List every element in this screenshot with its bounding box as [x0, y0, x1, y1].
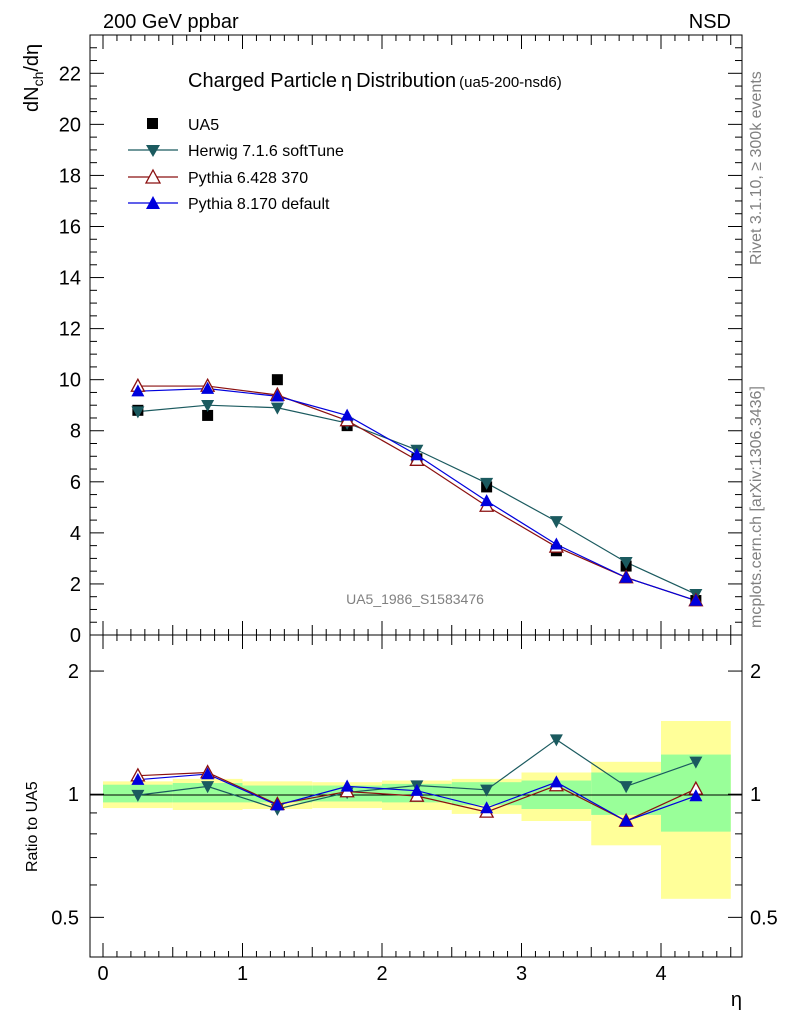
- main-y-tick-label: 18: [59, 165, 81, 187]
- ratio-point-pythia-8-170-default: [619, 814, 633, 827]
- data-point-pythia-8-170-default: [549, 537, 563, 550]
- chart-subtitle: (ua5-200-nsd6): [459, 74, 562, 91]
- main-y-tick-label: 10: [59, 370, 81, 392]
- ratio-band-inner: [242, 785, 313, 803]
- ratio-point-pythia-8-170-default: [270, 798, 284, 811]
- y-label-sub: ch: [30, 72, 46, 87]
- legend-entry-pythia6: Pythia 6.428 370: [128, 168, 308, 187]
- ratio-point-pythia-8-170-default: [410, 783, 424, 796]
- side-text-mcplots: mcplots.cern.ch [arXiv:1306.3436]: [748, 386, 765, 628]
- data-point-ua5: [202, 409, 214, 421]
- series-line-pythia-6-428-370: [137, 385, 697, 602]
- watermark: UA5_1986_S1583476: [346, 591, 484, 607]
- data-point-pythia-8-170-default: [201, 381, 215, 394]
- x-tick-label: 3: [516, 963, 527, 985]
- main-y-tick-label: 12: [59, 319, 81, 341]
- ratio-point-pythia-8-170-default: [131, 772, 145, 785]
- legend-label-pythia8: Pythia 8.170 default: [188, 196, 330, 213]
- data-point-pythia-8-170-default: [340, 408, 354, 421]
- x-tick-label: 4: [655, 963, 666, 985]
- data-point-herwig-7-1-6-softtune: [131, 406, 145, 419]
- legend-marker-herwig: [146, 145, 160, 157]
- data-point-herwig-7-1-6-softtune: [270, 402, 284, 415]
- ratio-y-tick-label: 1: [68, 784, 79, 806]
- chart-title: Charged Particle η Distribution (ua5-200-ns…: [188, 70, 562, 92]
- legend-label-ua5: UA5: [188, 117, 219, 134]
- x-tick-label: 0: [97, 963, 108, 985]
- main-panel: 0 2 4 6 8 10 12 14 16 18 20 22 UA5_1986_S1583476 Ch…: [21, 34, 743, 647]
- header-left: 200 GeV ppbar: [103, 11, 239, 33]
- legend: UA5 Herwig 7.1.6 softTune Pythia 6.428 3…: [128, 117, 344, 213]
- main-y-tick-label: 6: [70, 472, 81, 494]
- legend-marker-pythia8: [146, 196, 160, 209]
- ratio-point-herwig-7-1-6-softtune: [689, 756, 703, 769]
- legend-entry-pythia8: Pythia 8.170 default: [128, 196, 330, 213]
- side-text-rivet: Rivet 3.1.10, ≥ 300k events: [748, 71, 765, 265]
- ratio-panel: 0.5 0.5 1 1 2 2 0 1 2 3 4 Ratio to UA5 η: [24, 634, 778, 1011]
- main-y-tick-label: 2: [70, 574, 81, 596]
- ratio-y-tick-label-right: 0.5: [750, 907, 778, 929]
- ratio-point-pythia-8-170-default: [549, 775, 563, 788]
- ratio-y-tick-label-right: 1: [750, 784, 761, 806]
- y-label-rest: /dη: [21, 44, 43, 72]
- main-y-label: dNch/dη: [21, 44, 46, 112]
- data-point-pythia-8-170-default: [131, 384, 145, 397]
- main-y-tick-label: 22: [59, 63, 81, 85]
- data-point-herwig-7-1-6-softtune: [201, 400, 215, 413]
- data-point-pythia-8-170-default: [270, 389, 284, 402]
- data-point-pythia-8-170-default: [689, 593, 703, 606]
- legend-marker-pythia6: [144, 168, 162, 184]
- ratio-y-tick-label-right: 2: [750, 661, 761, 683]
- legend-label-pythia6: Pythia 6.428 370: [188, 170, 308, 187]
- ratio-bands: [103, 720, 731, 899]
- series-line-pythia-8-170-default: [137, 388, 697, 602]
- data-point-pythia-8-170-default: [480, 494, 494, 507]
- ratio-y-tick-label: 0.5: [51, 907, 79, 929]
- x-axis-label: η: [731, 989, 742, 1011]
- data-point-herwig-7-1-6-softtune: [549, 516, 563, 529]
- legend-label-herwig: Herwig 7.1.6 softTune: [188, 143, 344, 160]
- ratio-point-herwig-7-1-6-softtune: [549, 734, 563, 747]
- data-point-ua5: [271, 374, 283, 386]
- x-axis: 0 1 2 3 4: [97, 635, 732, 985]
- ratio-y-axis: 0.5 0.5 1 1 2 2: [51, 661, 778, 958]
- ratio-point-pythia-8-170-default: [689, 789, 703, 802]
- data-point-herwig-7-1-6-softtune: [480, 477, 494, 490]
- ratio-point-herwig-7-1-6-softtune: [619, 781, 633, 794]
- main-y-tick-label: 0: [70, 625, 81, 647]
- legend-marker-ua5: [147, 118, 158, 129]
- main-y-tick-label: 20: [59, 114, 81, 136]
- ratio-point-pythia-8-170-default: [201, 767, 215, 780]
- ratio-point-pythia-8-170-default: [340, 779, 354, 792]
- ratio-series-layer: [130, 734, 704, 827]
- ratio-frame: [89, 634, 743, 958]
- main-y-axis: 0 2 4 6 8 10 12 14 16 18 20 22: [59, 47, 742, 647]
- legend-entry-herwig: Herwig 7.1.6 softTune: [128, 143, 344, 160]
- data-point-pythia-8-170-default: [619, 570, 633, 583]
- chart-title-eta: η: [341, 70, 352, 92]
- data-point-herwig-7-1-6-softtune: [619, 557, 633, 570]
- main-y-tick-label: 16: [59, 216, 81, 238]
- ratio-point-herwig-7-1-6-softtune: [131, 789, 145, 802]
- main-y-tick-label: 14: [59, 268, 81, 290]
- main-series-layer: [130, 374, 704, 607]
- ratio-point-herwig-7-1-6-softtune: [201, 781, 215, 794]
- data-point-pythia-8-170-default: [410, 448, 424, 461]
- main-y-tick-label: 4: [70, 523, 81, 545]
- chart-title-rest: Distribution: [356, 70, 456, 92]
- x-tick-label: 1: [237, 963, 248, 985]
- y-label-main: dN: [21, 86, 43, 112]
- series-line-herwig-7-1-6-softtune: [137, 404, 697, 595]
- main-y-tick-label: 8: [70, 421, 81, 443]
- x-tick-label: 2: [376, 963, 387, 985]
- ratio-y-label: Ratio to UA5: [24, 781, 41, 872]
- legend-entry-ua5: UA5: [147, 117, 219, 134]
- ratio-point-herwig-7-1-6-softtune: [480, 784, 494, 797]
- ratio-y-tick-label: 2: [68, 661, 79, 683]
- ratio-point-pythia-8-170-default: [480, 801, 494, 814]
- main-x-ticks: [102, 35, 732, 635]
- chart-title-main: Charged Particle: [188, 70, 337, 92]
- header-right: NSD: [689, 11, 731, 33]
